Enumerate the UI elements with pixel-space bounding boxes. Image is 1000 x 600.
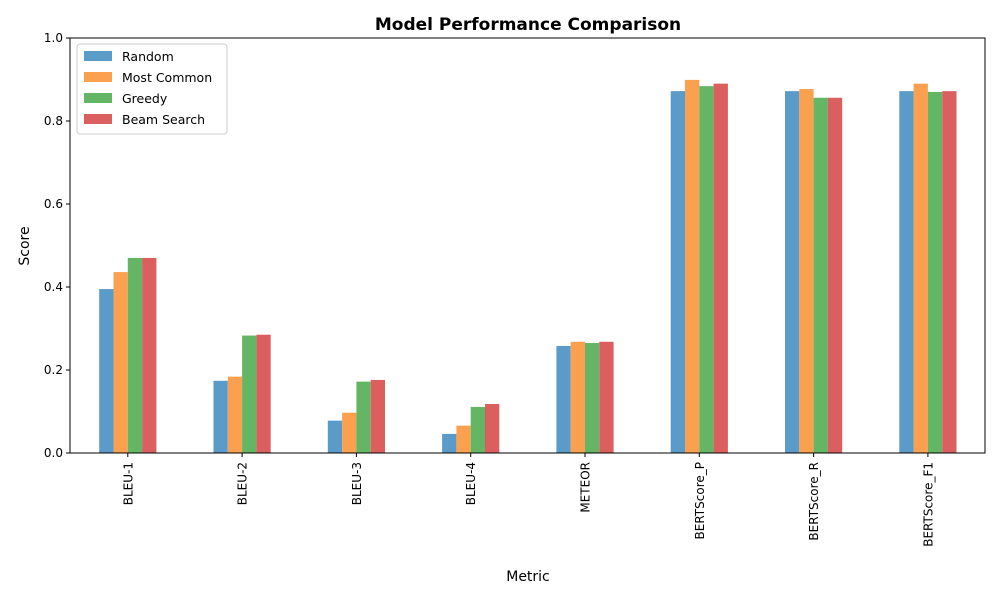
x-tick-label: BLEU-1 (121, 462, 135, 505)
x-axis-title: Metric (506, 569, 550, 585)
bar-bertscore-r-greedy (813, 97, 828, 453)
legend: Random Most Common Greedy Beam Search (76, 43, 228, 135)
y-tick-label: 0.2 (44, 363, 63, 377)
plot-frame (69, 37, 986, 454)
y-tick-label: 0.4 (44, 280, 63, 294)
bar-bleu-1-greedy (127, 257, 143, 453)
legend-label: Random (122, 49, 174, 64)
bar-bertscore-r-random (785, 91, 800, 454)
bar-bleu-1-most-common (113, 272, 128, 453)
bars-layer (99, 79, 957, 454)
bar-bleu-4-greedy (470, 406, 485, 453)
bar-bertscore-p-greedy (699, 86, 714, 453)
legend-label: Most Common (122, 70, 212, 85)
legend-swatch (84, 72, 112, 82)
y-tick-label: 0.8 (44, 114, 63, 128)
x-tick-label: BERTScore_P (693, 462, 707, 539)
bar-bertscore-f1-beam-search (942, 91, 957, 454)
bar-bertscore-p-beam-search (713, 83, 728, 454)
x-tick-label: BERTScore_R (807, 462, 821, 541)
y-axis-title: Score (17, 226, 33, 265)
legend-box (76, 43, 228, 135)
bar-bleu-3-greedy (356, 381, 371, 453)
bar-bleu-3-random (327, 420, 343, 453)
bar-meteor-random (556, 345, 571, 453)
bar-bertscore-r-beam-search (827, 97, 843, 453)
x-tick-label: METEOR (579, 462, 593, 513)
bar-meteor-greedy (585, 343, 600, 453)
bar-bleu-3-beam-search (370, 379, 385, 453)
bar-bertscore-f1-random (899, 91, 914, 454)
bar-bertscore-p-random (670, 91, 685, 454)
y-tick-label: 0.0 (44, 446, 63, 460)
bar-bertscore-f1-most-common (913, 83, 928, 454)
y-tick-label: 0.6 (44, 197, 63, 211)
legend-swatch (84, 93, 112, 103)
legend-swatch (84, 51, 112, 61)
bar-bleu-1-beam-search (142, 257, 157, 453)
x-tick-label: BLEU-4 (464, 462, 478, 505)
x-tick-label: BLEU-2 (236, 462, 250, 505)
y-tick-label: 1.0 (44, 31, 63, 45)
bar-bleu-4-most-common (456, 425, 471, 453)
legend-swatch (84, 114, 112, 124)
bar-bleu-2-most-common (227, 376, 243, 453)
bar-meteor-most-common (570, 341, 585, 453)
legend-label: Greedy (122, 91, 168, 106)
bar-bertscore-r-most-common (799, 89, 814, 454)
x-tick-label: BERTScore_F1 (921, 462, 935, 547)
bar-bleu-3-most-common (342, 412, 357, 453)
chart-title: Model Performance Comparison (375, 15, 681, 35)
legend-label: Beam Search (122, 112, 205, 127)
bar-bleu-1-random (99, 289, 114, 453)
bar-meteor-beam-search (599, 341, 614, 453)
bar-bleu-2-random (213, 380, 228, 453)
bar-bleu-2-beam-search (256, 334, 271, 453)
bar-bertscore-f1-greedy (927, 91, 943, 453)
x-tick-label: BLEU-3 (350, 462, 364, 505)
y-axis-ticks: 0.0 0.2 0.4 0.6 0.8 1.0 (44, 31, 70, 460)
x-axis-ticks: BLEU-1 BLEU-2 BLEU-3 BLEU-4 METEOR BERTScore_… (121, 453, 935, 547)
bar-bleu-4-beam-search (485, 404, 500, 453)
bar-bleu-2-greedy (242, 335, 257, 453)
bar-bertscore-p-most-common (685, 79, 700, 453)
bar-bleu-4-random (442, 433, 457, 453)
